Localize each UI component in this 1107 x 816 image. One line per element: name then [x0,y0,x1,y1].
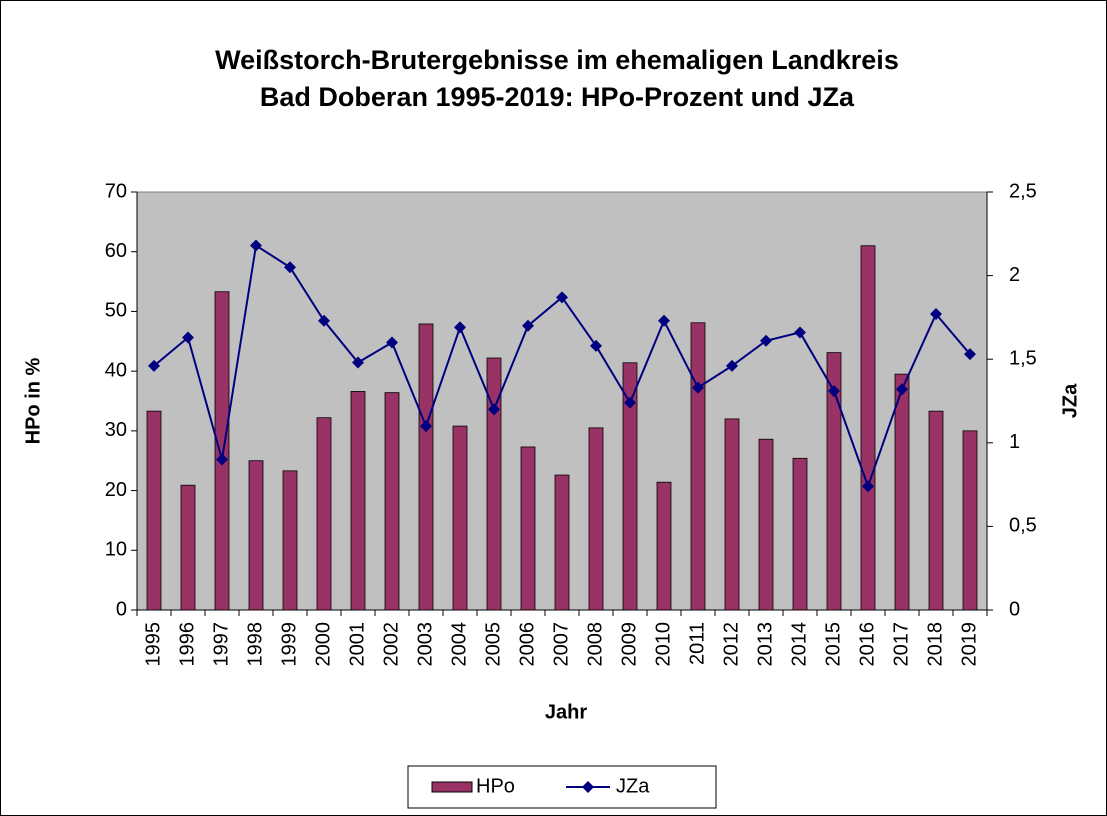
marker [658,314,670,327]
x-tick-label: 2016 [856,622,878,667]
legend-label: HPo [476,775,515,797]
marker [522,319,534,332]
marker [148,359,160,372]
bar [724,418,740,611]
marker [216,453,228,466]
y-tick-label: 50 [105,300,127,322]
marker [556,291,568,304]
marker [794,326,806,339]
bar [418,323,434,611]
bar [316,417,332,611]
bar [520,446,536,611]
y2-tick-label: 2,5 [1009,180,1037,202]
x-tick-label: 1997 [210,622,232,667]
marker [692,381,704,394]
marker [726,359,738,372]
y-tick-label: 40 [105,359,127,381]
marker [386,336,398,349]
x-tick-label: 2010 [652,622,674,667]
bar [894,373,910,611]
bar [180,484,196,611]
y-tick-label: 20 [105,479,127,501]
marker [590,339,602,352]
bar [826,352,842,611]
legend-swatch [431,781,473,793]
x-tick-label: 2012 [720,622,742,667]
marker [250,239,262,252]
x-tick-label: 2015 [822,622,844,667]
bar [860,245,876,611]
legend-marker [582,781,594,793]
marker [896,383,908,396]
marker [454,321,466,334]
marker [828,384,840,397]
bar [758,438,774,611]
bar [656,481,672,611]
legend-label: JZa [616,775,650,797]
y-tick-label: 30 [105,419,127,441]
marker [284,261,296,274]
x-tick-label: 2014 [788,622,810,667]
bar [350,391,366,611]
chart-title: Weißstorch-Brutergebnisse im ehemaligen … [215,45,899,75]
chart-title: Bad Doberan 1995-2019: HPo-Prozent und J… [260,82,855,112]
bar [622,362,638,611]
bar [282,470,298,611]
bar [928,410,944,611]
x-tick-label: 1995 [142,622,164,667]
y2-tick-label: 0,5 [1009,515,1037,537]
x-tick-label: 2008 [584,622,606,667]
x-tick-label: 2019 [958,622,980,667]
y-tick-label: 70 [105,180,127,202]
marker [352,356,364,369]
x-tick-label: 2001 [346,622,368,667]
y2-tick-label: 1,5 [1009,347,1037,369]
y2-tick-label: 2 [1009,264,1020,286]
bar [588,427,604,611]
x-axis-label: Jahr [545,701,587,723]
bar [554,474,570,611]
x-tick-label: 2011 [686,622,708,665]
bar [248,460,264,611]
x-tick-label: 2003 [414,622,436,667]
x-tick-label: 2013 [754,622,776,667]
x-tick-label: 1996 [176,622,198,667]
x-tick-label: 2002 [380,622,402,667]
bar [792,457,808,611]
x-tick-label: 1998 [244,622,266,667]
x-tick-label: 2018 [924,622,946,667]
bar [962,430,978,611]
y2-tick-label: 1 [1009,431,1020,453]
bar [486,357,502,611]
bar [214,291,230,611]
y-tick-label: 10 [105,539,127,561]
marker [624,396,636,409]
bar [384,392,400,611]
x-tick-label: 2004 [448,622,470,667]
marker [862,480,874,493]
x-tick-label: 2006 [516,622,538,667]
x-tick-label: 2017 [890,622,912,667]
x-tick-label: 2000 [312,622,334,667]
marker [930,308,942,321]
bar [690,322,706,611]
y2-axis-label: JZa [1059,383,1081,418]
marker [488,403,500,416]
marker [182,331,194,344]
bar [452,425,468,611]
bar [146,410,162,611]
x-tick-label: 2009 [618,622,640,667]
x-tick-label: 2005 [482,622,504,667]
x-tick-label: 2007 [550,622,572,667]
marker [318,314,330,327]
y-tick-label: 60 [105,240,127,262]
marker [964,348,976,361]
y-tick-label: 0 [116,598,127,620]
marker [760,334,772,347]
marker [420,420,432,433]
y-axis-label: HPo in % [22,357,44,444]
x-tick-label: 1999 [278,622,300,667]
y2-tick-label: 0 [1009,598,1020,620]
